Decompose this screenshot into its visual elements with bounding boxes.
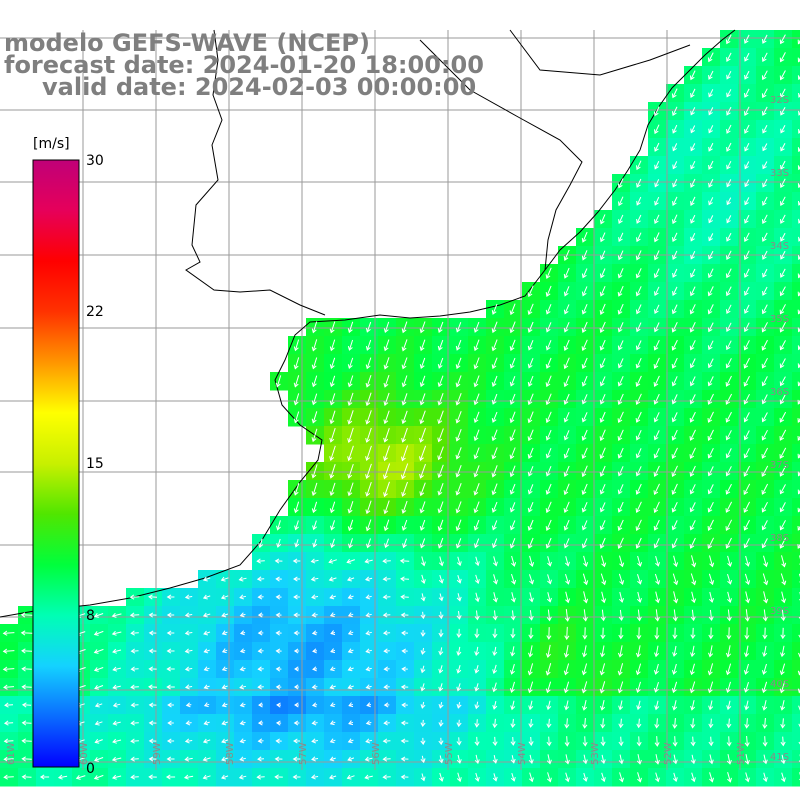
lon-label: 53W [590,742,601,765]
lon-label: 57W [298,742,309,765]
lon-label: 54W [517,742,528,765]
colorbar-tick-8: 8 [86,608,95,624]
lat-label: 39S [770,606,789,617]
lon-label: 52W [663,742,674,765]
forecast-date: forecast date: 2024-01-20 18:00:00 [4,51,484,79]
lat-label: 41S [770,752,789,763]
latitude-labels: 32S 33S 34S 35S 36S 37S 38S 39S 40S 41S [770,95,789,763]
lat-label: 35S [770,314,789,325]
lon-label: 61W [6,742,17,765]
longitude-labels: 61W 60W 59W 58W 57W 56W 55W 54W 53W 52W 51W [6,742,747,765]
colorbar: [m/s] 30 22 15 8 0 [32,136,104,777]
colorbar-tick-15: 15 [86,456,104,472]
lat-label: 38S [770,533,789,544]
coastline [0,29,736,618]
colorbar-tick-30: 30 [86,153,104,169]
lat-label: 36S [770,387,789,398]
lon-label: 59W [152,742,163,765]
model-title: modelo GEFS-WAVE (NCEP) [4,29,370,57]
lat-label: 40S [770,679,789,690]
lon-label: 60W [79,742,90,765]
lat-lon-grid [0,30,800,770]
colorbar-unit: [m/s] [33,136,70,152]
lon-label: 51W [736,742,747,765]
lat-label: 37S [770,460,789,471]
colorbar-scale [32,159,80,768]
lon-label: 55W [444,742,455,765]
lat-label: 33S [770,168,789,179]
colorbar-tick-22: 22 [86,304,104,320]
valid-date: valid date: 2024-02-03 00:00:00 [42,73,476,101]
lat-label: 34S [770,241,789,252]
lon-label: 58W [225,742,236,765]
wind-arrows [2,34,800,783]
colorbar-tick-0: 0 [86,761,95,777]
lon-label: 56W [371,742,382,765]
lat-label: 32S [770,95,789,106]
